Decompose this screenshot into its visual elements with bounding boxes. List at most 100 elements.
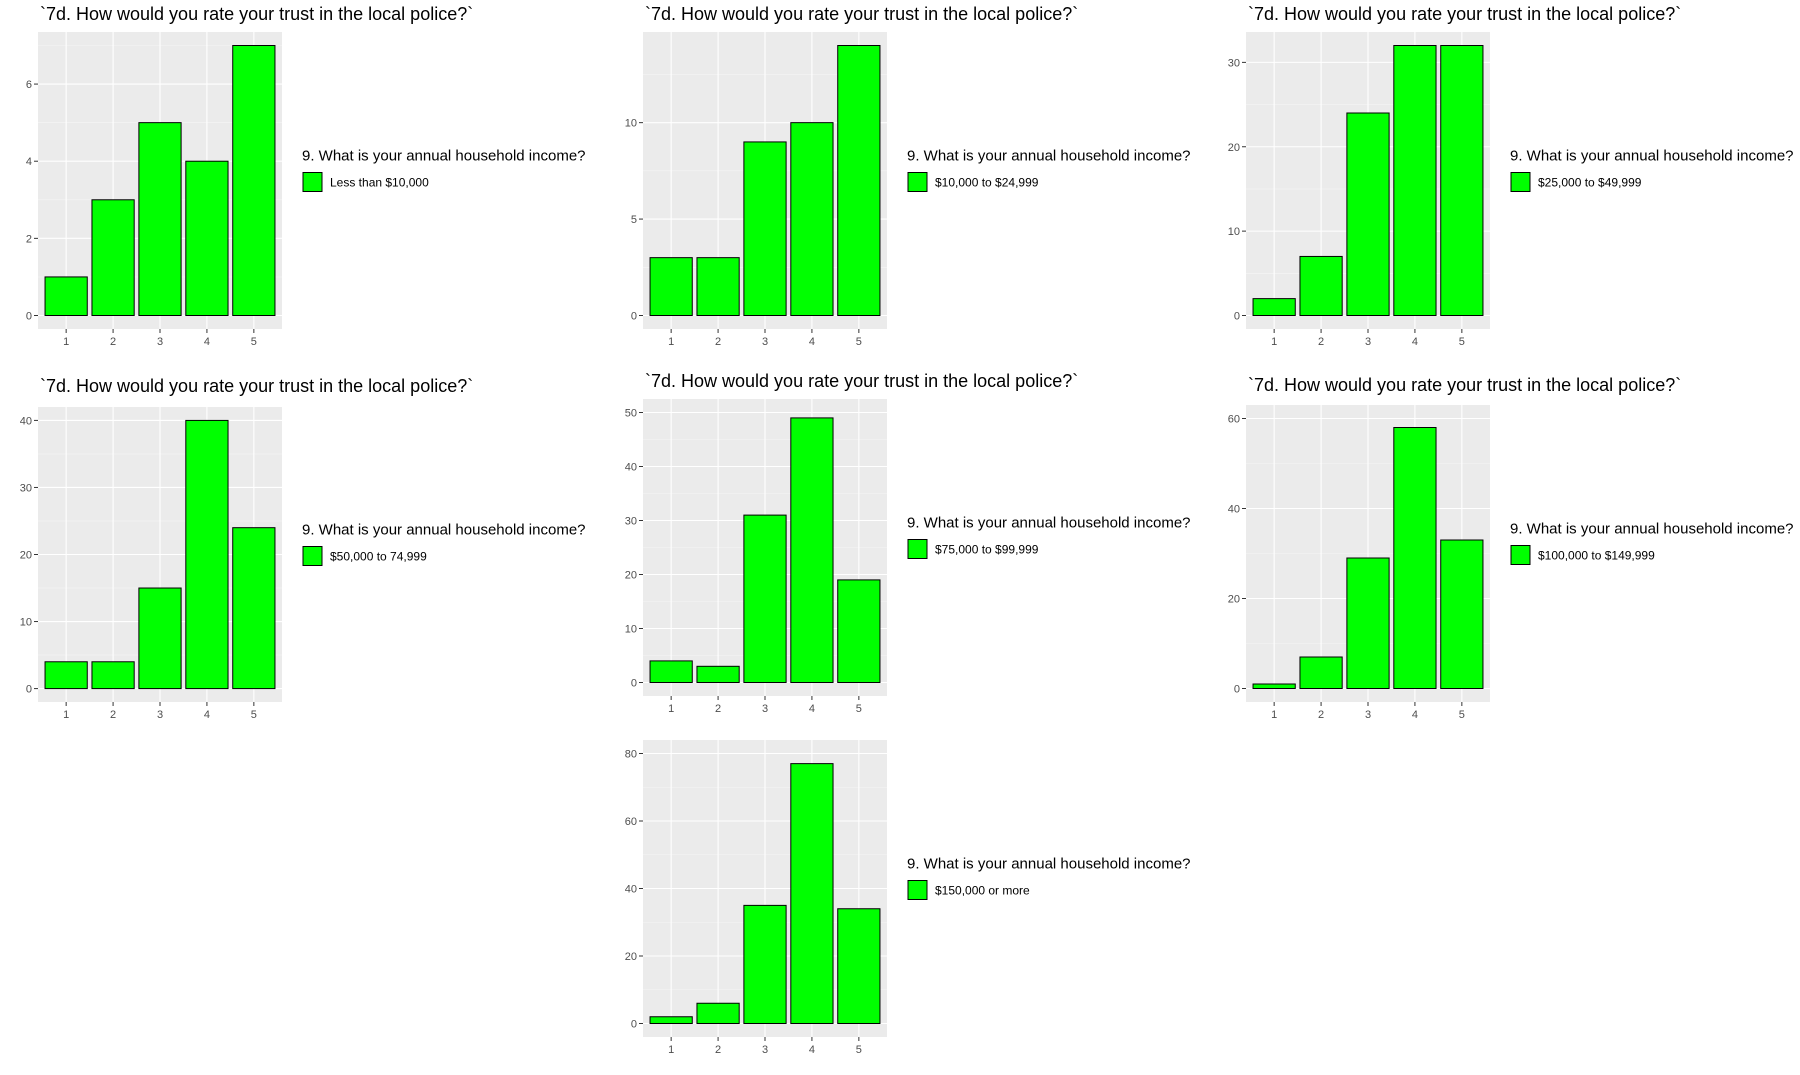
legend-swatch xyxy=(907,172,928,192)
x-tick-label: 5 xyxy=(251,336,257,348)
bar xyxy=(44,661,88,690)
y-tick-label: 10 xyxy=(625,118,637,130)
legend-title: 9. What is your annual household income? xyxy=(1510,521,1794,538)
y-tick-label: 4 xyxy=(26,156,32,168)
bar xyxy=(696,257,740,316)
x-tick-label: 1 xyxy=(668,1044,674,1056)
legend-title: 9. What is your annual household income? xyxy=(1510,148,1794,165)
bar xyxy=(1440,539,1484,689)
bar xyxy=(743,514,787,683)
bar xyxy=(1440,45,1484,316)
y-tick-label: 10 xyxy=(20,617,32,629)
bar xyxy=(232,45,276,316)
x-tick-label: 5 xyxy=(251,709,257,721)
chart-title: `7d. How would you rate your trust in th… xyxy=(645,4,1078,24)
x-tick-label: 2 xyxy=(110,709,116,721)
bar xyxy=(790,763,834,1024)
x-tick-label: 4 xyxy=(809,1044,815,1056)
bar-chart-panel: `7d. How would you rate your trust in th… xyxy=(26,4,586,348)
x-tick-label: 4 xyxy=(809,703,815,715)
bar xyxy=(837,908,881,1024)
bar xyxy=(138,587,182,690)
y-tick-label: 2 xyxy=(26,233,32,245)
y-tick-label: 60 xyxy=(1228,414,1240,426)
bar xyxy=(185,419,229,690)
bar xyxy=(1393,427,1437,689)
y-tick-label: 10 xyxy=(1228,226,1240,238)
legend-title: 9. What is your annual household income? xyxy=(302,148,586,165)
y-tick-label: 0 xyxy=(26,684,32,696)
x-tick-label: 2 xyxy=(715,703,721,715)
bar xyxy=(649,257,693,316)
x-tick-label: 2 xyxy=(110,336,116,348)
bar xyxy=(743,141,787,316)
y-tick-label: 20 xyxy=(1228,142,1240,154)
bar xyxy=(1252,683,1296,689)
y-tick-label: 40 xyxy=(1228,504,1240,516)
bar xyxy=(1252,298,1296,316)
bar-chart-panel: `7d. How would you rate your trust in th… xyxy=(1228,375,1794,721)
y-tick-label: 10 xyxy=(625,624,637,636)
bar xyxy=(649,660,693,683)
y-tick-label: 60 xyxy=(625,816,637,828)
y-tick-label: 0 xyxy=(1234,684,1240,696)
bar-chart-panel: 0 20 40 60 80 1 2 3 4 5 9. What is your annual hou… xyxy=(625,740,1191,1056)
x-tick-label: 3 xyxy=(762,703,768,715)
x-tick-label: 2 xyxy=(715,1044,721,1056)
bar xyxy=(837,45,881,316)
legend-title: 9. What is your annual household income? xyxy=(907,515,1191,532)
legend-label: $50,000 to 74,999 xyxy=(330,550,427,564)
y-tick-label: 0 xyxy=(26,311,32,323)
x-tick-label: 2 xyxy=(1318,336,1324,348)
y-tick-label: 0 xyxy=(631,1019,637,1031)
chart-title: `7d. How would you rate your trust in th… xyxy=(40,376,473,396)
bar xyxy=(138,122,182,317)
x-tick-label: 5 xyxy=(1459,336,1465,348)
bar xyxy=(91,661,135,690)
y-tick-label: 0 xyxy=(631,311,637,323)
x-tick-label: 3 xyxy=(762,1044,768,1056)
y-tick-label: 40 xyxy=(20,415,32,427)
bar xyxy=(790,122,834,317)
legend-swatch xyxy=(1510,545,1531,565)
bar-chart-panel: `7d. How would you rate your trust in th… xyxy=(20,376,586,721)
y-tick-label: 30 xyxy=(20,482,32,494)
x-tick-label: 4 xyxy=(1412,336,1418,348)
chart-title: `7d. How would you rate your trust in th… xyxy=(645,371,1078,391)
y-tick-label: 20 xyxy=(20,550,32,562)
x-tick-label: 1 xyxy=(63,709,69,721)
legend-swatch xyxy=(1510,172,1531,192)
x-tick-label: 4 xyxy=(204,709,210,721)
x-tick-label: 5 xyxy=(856,1044,862,1056)
legend-title: 9. What is your annual household income? xyxy=(302,522,586,539)
x-tick-label: 3 xyxy=(762,336,768,348)
x-tick-label: 5 xyxy=(856,703,862,715)
x-tick-label: 1 xyxy=(1271,709,1277,721)
x-tick-label: 2 xyxy=(715,336,721,348)
bar xyxy=(1299,255,1343,316)
x-tick-label: 3 xyxy=(157,336,163,348)
x-tick-label: 4 xyxy=(809,336,815,348)
bar xyxy=(185,160,229,316)
legend-label: $10,000 to $24,999 xyxy=(935,176,1039,190)
bar xyxy=(1346,112,1390,316)
y-tick-label: 40 xyxy=(625,462,637,474)
chart-title: `7d. How would you rate your trust in th… xyxy=(1248,375,1681,395)
y-tick-label: 80 xyxy=(625,749,637,761)
bar-chart-panel: `7d. How would you rate your trust in th… xyxy=(1228,4,1794,348)
legend-swatch xyxy=(302,546,323,566)
bar xyxy=(837,579,881,683)
chart-title: `7d. How would you rate your trust in th… xyxy=(40,4,473,24)
x-tick-label: 2 xyxy=(1318,709,1324,721)
bar xyxy=(743,904,787,1024)
y-tick-label: 0 xyxy=(631,678,637,690)
x-tick-label: 1 xyxy=(668,336,674,348)
bar xyxy=(232,527,276,690)
bar xyxy=(1393,45,1437,316)
legend-label: Less than $10,000 xyxy=(330,176,429,190)
bar xyxy=(44,276,88,316)
x-tick-label: 3 xyxy=(1365,336,1371,348)
chart-title: `7d. How would you rate your trust in th… xyxy=(1248,4,1681,24)
y-tick-label: 20 xyxy=(625,570,637,582)
